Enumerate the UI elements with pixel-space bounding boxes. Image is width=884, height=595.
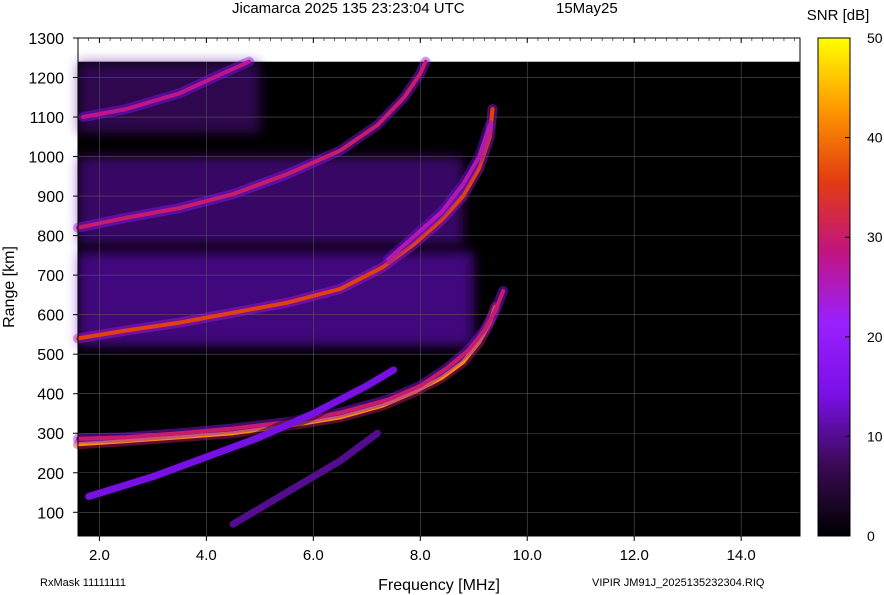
x-tick-label-0: 2.0 bbox=[89, 547, 110, 564]
y-tick-label-3: 400 bbox=[37, 387, 64, 404]
y-tick-label-7: 800 bbox=[37, 229, 64, 246]
trace-1 bbox=[76, 289, 506, 441]
y-tick-label-5: 600 bbox=[37, 308, 64, 325]
trace-4 bbox=[76, 59, 428, 230]
chart-title: Jicamarca 2025 135 23:23:04 UTC bbox=[232, 0, 465, 17]
x-tick-label-4: 10.0 bbox=[513, 547, 542, 564]
x-tick-label-6: 14.0 bbox=[727, 547, 756, 564]
colorbar-tick-label-4: 10 bbox=[867, 428, 883, 444]
colorbar-tick-label-2: 30 bbox=[867, 229, 883, 245]
axes: 2.0 4.0 6.0 8.0 10.0 12.0 14.0 100 200 300 400 500 6… bbox=[1, 31, 801, 594]
grid bbox=[78, 61, 800, 536]
chart-date: 15May25 bbox=[556, 0, 618, 17]
file-name-label: VIPIR JM91J_2025135232304.RIQ bbox=[592, 577, 765, 589]
y-tick-label-10: 1100 bbox=[30, 110, 65, 127]
x-tick-label-5: 12.0 bbox=[620, 547, 649, 564]
plot-area bbox=[78, 38, 800, 536]
plot-frame bbox=[77, 37, 801, 537]
colorbar-tick-label-3: 20 bbox=[867, 329, 883, 345]
trace-5 bbox=[81, 59, 252, 119]
colorbar-tick-label-5: 0 bbox=[867, 528, 875, 544]
diffuse-echo-0 bbox=[78, 251, 474, 347]
colorbar-tick-label-1: 40 bbox=[867, 130, 883, 146]
y-tick-label-9: 1000 bbox=[28, 150, 64, 167]
y-tick-label-12: 1300 bbox=[28, 31, 64, 48]
colorbar: SNR [dB] 50 40 30 20 10 0 bbox=[807, 7, 883, 544]
y-tick-label-2: 300 bbox=[37, 426, 64, 443]
x-axis-label: Frequency [MHz] bbox=[378, 577, 500, 594]
rxmask-label: RxMask 11111111 bbox=[40, 577, 127, 589]
colorbar-label: SNR [dB] bbox=[807, 7, 870, 24]
y-axis-label: Range [km] bbox=[1, 246, 18, 328]
y-tick-label-0: 100 bbox=[37, 505, 64, 522]
echo-traces bbox=[73, 56, 509, 531]
y-tick-label-11: 1200 bbox=[28, 71, 64, 88]
y-tick-label-4: 500 bbox=[37, 347, 64, 364]
x-tick-label-3: 8.0 bbox=[410, 547, 431, 564]
trace-0 bbox=[76, 304, 498, 447]
y-tick-label-8: 900 bbox=[37, 189, 64, 206]
colorbar-gradient bbox=[817, 37, 851, 537]
trace-6 bbox=[85, 366, 397, 500]
x-tick-label-1: 4.0 bbox=[196, 547, 217, 564]
diffuse-echo-1 bbox=[78, 156, 464, 244]
trace-2 bbox=[76, 107, 495, 341]
y-tick-label-1: 200 bbox=[37, 466, 64, 483]
trace-3 bbox=[386, 123, 492, 262]
x-tick-label-2: 6.0 bbox=[303, 547, 324, 564]
colorbar-tick-label-0: 50 bbox=[867, 30, 883, 46]
trace-7 bbox=[229, 429, 381, 528]
y-tick-label-6: 700 bbox=[37, 268, 64, 285]
